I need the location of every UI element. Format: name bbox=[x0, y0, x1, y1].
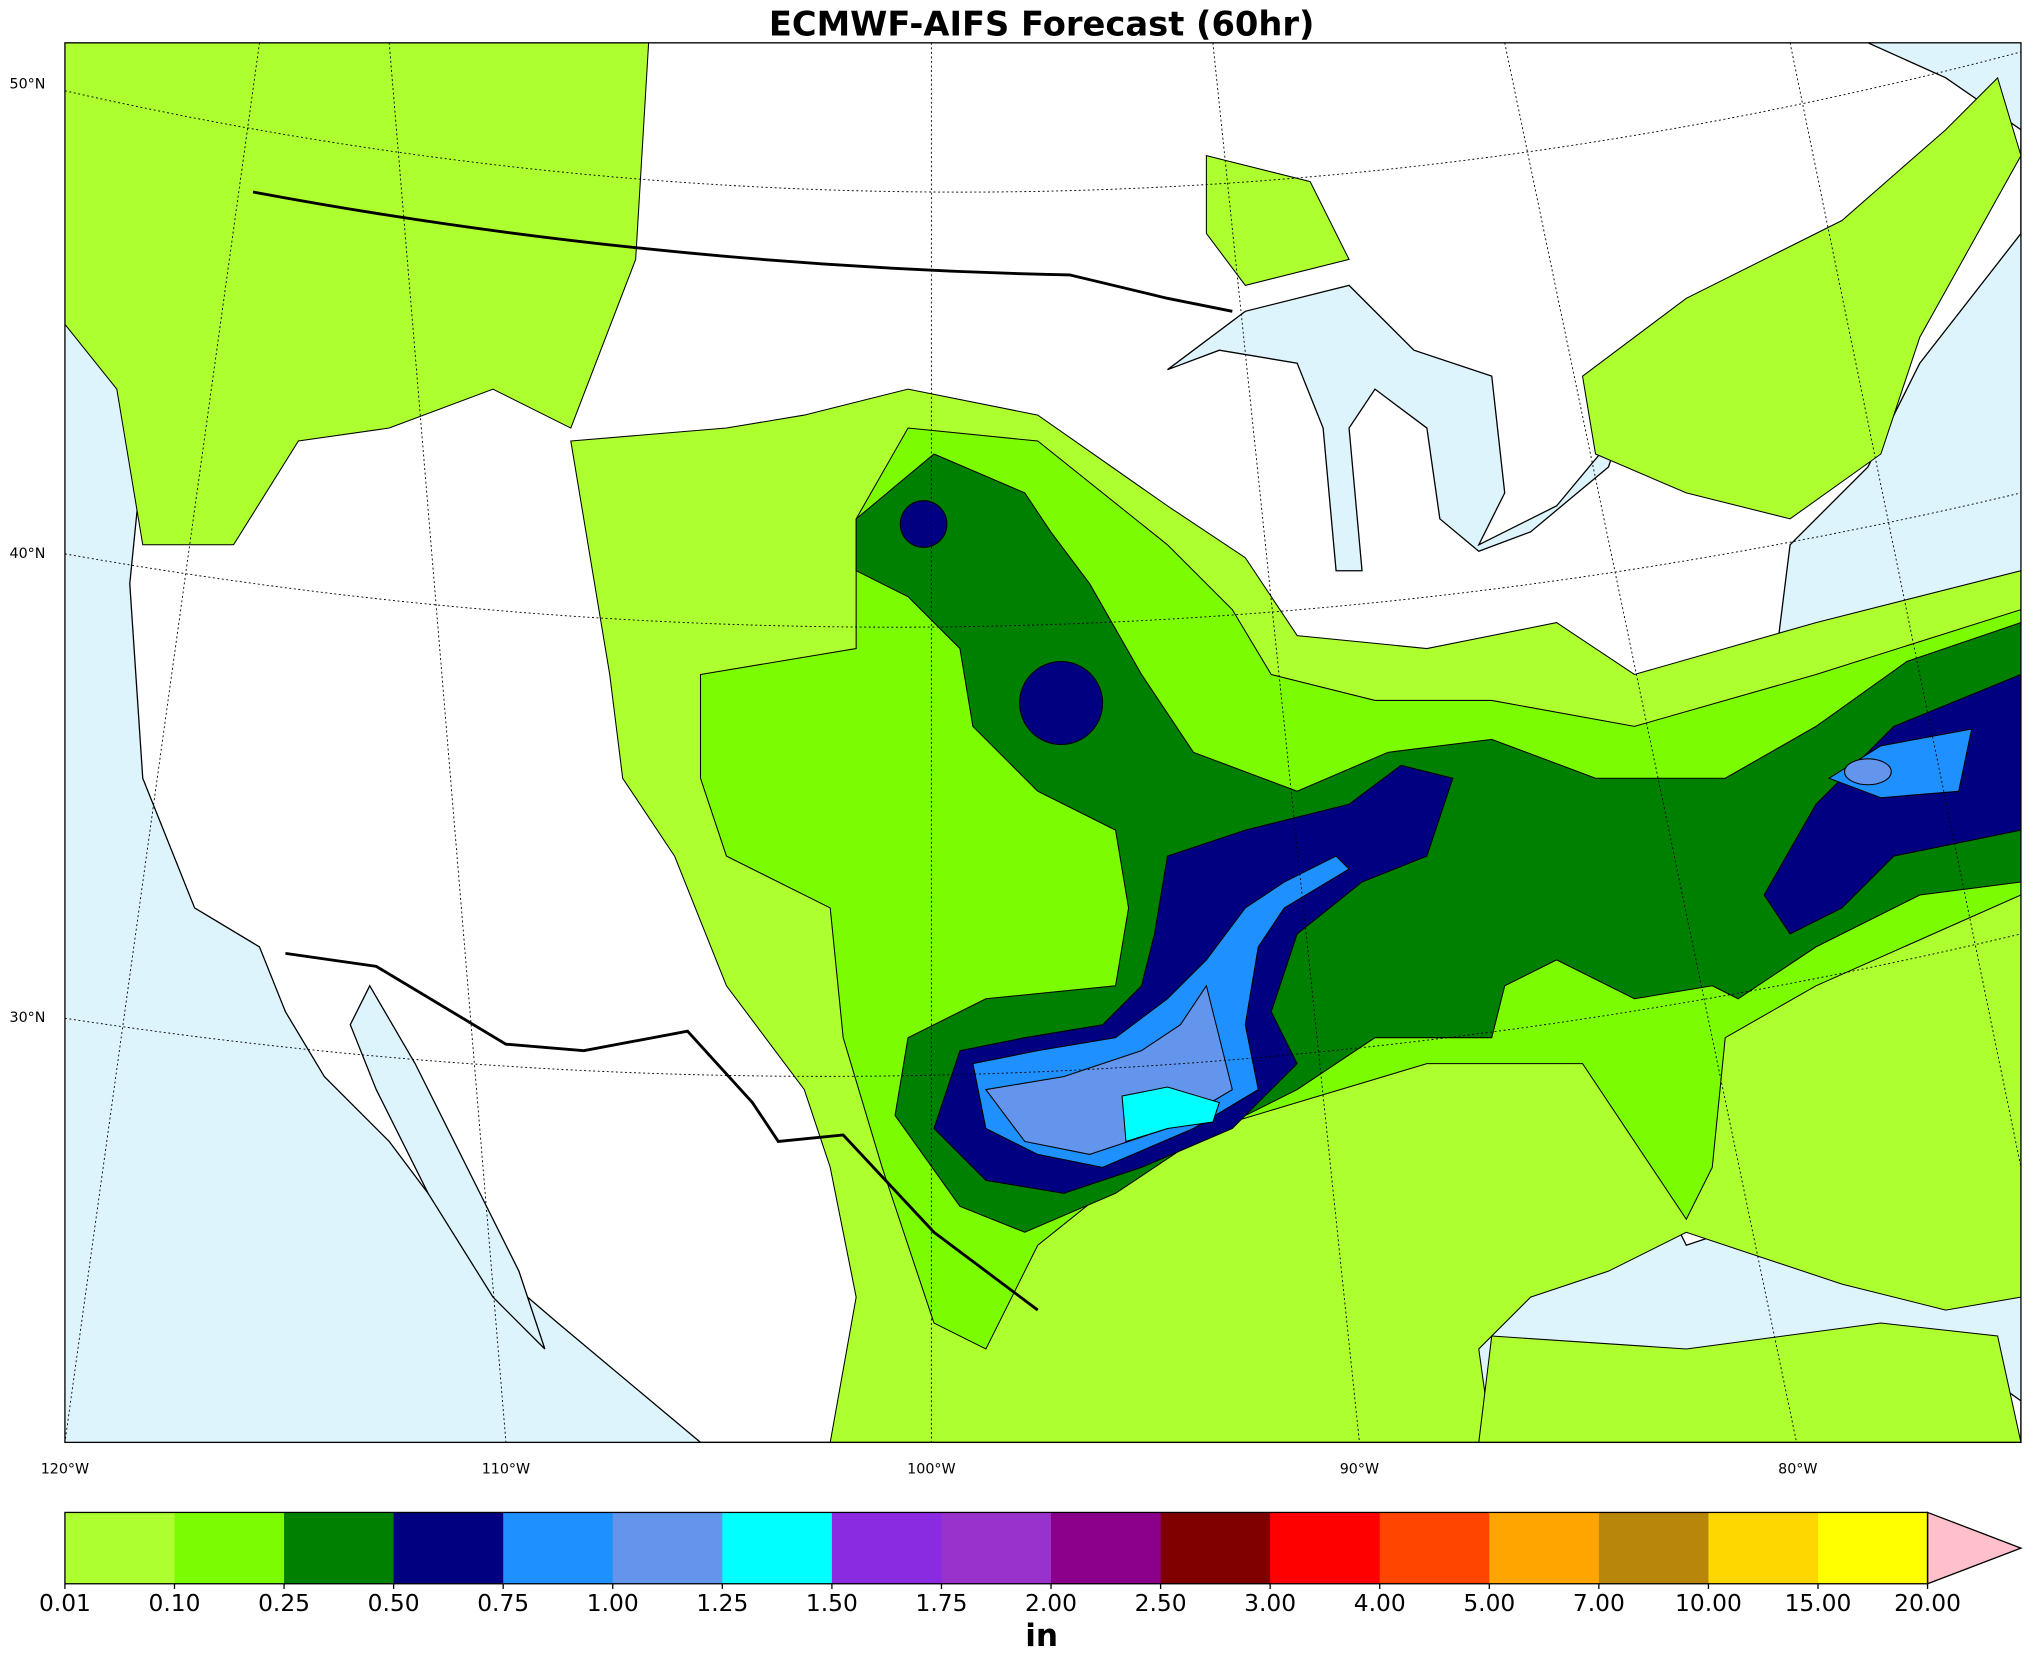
colorbar-segment bbox=[1051, 1512, 1162, 1584]
colorbar-segment bbox=[393, 1512, 504, 1584]
lat-label: 40°N bbox=[10, 546, 46, 562]
colorbar-tick-label: 3.00 bbox=[1244, 1589, 1296, 1617]
colorbar-tick-label: 1.75 bbox=[915, 1589, 967, 1617]
lon-label: 80°W bbox=[1778, 1462, 1817, 1478]
precip-area bbox=[1478, 1322, 2021, 1443]
precip-area bbox=[1844, 758, 1892, 786]
colorbar-tick-label: 2.00 bbox=[1025, 1589, 1077, 1617]
colorbar-segment bbox=[612, 1512, 723, 1584]
us-canada-border bbox=[252, 190, 1233, 313]
colorbar-segment bbox=[1708, 1512, 1819, 1584]
graticule bbox=[64, 51, 2021, 193]
colorbar-segment bbox=[831, 1512, 943, 1584]
colorbar-tick-label: 1.50 bbox=[806, 1589, 858, 1617]
colorbar: 0.01 0.10 0.25 0.50 0.75 1.00 1.25 1.50 1.75 2.00… bbox=[39, 1511, 2023, 1617]
title: ECMWF-AIFS Forecast (60hr) bbox=[769, 4, 1315, 43]
lat-label: 30°N bbox=[10, 1010, 46, 1026]
colorbar-tick-label: 10.00 bbox=[1675, 1589, 1742, 1617]
lon-label: 90°W bbox=[1340, 1462, 1379, 1478]
colorbar-segment bbox=[1817, 1512, 1929, 1584]
colorbar-segment bbox=[722, 1512, 833, 1584]
precip-area bbox=[1581, 76, 2021, 520]
colorbar-segment bbox=[174, 1512, 285, 1584]
precip-area bbox=[899, 500, 948, 548]
colorbar-unit: in bbox=[1025, 1618, 1058, 1654]
colorbar-frame bbox=[64, 1511, 1929, 1585]
great-lakes bbox=[1167, 284, 1623, 572]
gulf-of-california bbox=[349, 984, 546, 1350]
lon-label: 100°W bbox=[907, 1462, 955, 1478]
colorbar-segment bbox=[503, 1512, 614, 1584]
colorbar-tick-label: 0.50 bbox=[368, 1589, 420, 1617]
colorbar-tick-label: 0.75 bbox=[477, 1589, 529, 1617]
colorbar-segment bbox=[1270, 1512, 1381, 1584]
precip-area bbox=[1121, 1086, 1221, 1143]
colorbar-segment bbox=[64, 1512, 176, 1584]
colorbar-tick-label: 15.00 bbox=[1785, 1589, 1852, 1617]
graticule bbox=[1212, 42, 1360, 1443]
lat-label: 50°N bbox=[10, 76, 46, 92]
colorbar-tick-label: 7.00 bbox=[1573, 1589, 1625, 1617]
graticule bbox=[1789, 42, 2021, 1168]
colorbar-tick-label: 0.10 bbox=[149, 1589, 201, 1617]
colorbar-segment bbox=[1598, 1512, 1710, 1584]
colorbar-tick-label: 0.25 bbox=[258, 1589, 310, 1617]
colorbar-segment bbox=[1379, 1512, 1490, 1584]
colorbar-tick-label: 2.50 bbox=[1135, 1589, 1187, 1617]
colorbar-extend bbox=[1926, 1511, 2023, 1585]
us-mexico-border bbox=[285, 951, 1039, 1312]
colorbar-tick-label: 4.00 bbox=[1354, 1589, 1406, 1617]
lon-label: 110°W bbox=[482, 1462, 530, 1478]
colorbar-tick-label: 5.00 bbox=[1463, 1589, 1515, 1617]
map-frame bbox=[64, 42, 2022, 1444]
lat-labels: 50°N 40°N 30°N bbox=[10, 76, 46, 1026]
graticule bbox=[64, 42, 260, 1443]
map bbox=[64, 42, 2021, 1443]
colorbar-segment bbox=[284, 1512, 395, 1584]
colorbar-segment bbox=[1489, 1512, 1600, 1584]
colorbar-tick-label: 20.00 bbox=[1894, 1589, 1961, 1617]
precip-area bbox=[1205, 154, 1350, 286]
colorbar-segment bbox=[941, 1512, 1052, 1584]
lon-label: 120°W bbox=[41, 1462, 89, 1478]
colorbar-tick-label: 0.01 bbox=[39, 1589, 91, 1617]
precip-area bbox=[64, 42, 650, 546]
colorbar-segment bbox=[1160, 1512, 1271, 1584]
colorbar-tick-label: 1.25 bbox=[696, 1589, 748, 1617]
graticule bbox=[64, 492, 2021, 628]
precip-area bbox=[1019, 661, 1104, 746]
lon-labels: 120°W 110°W 100°W 90°W 80°W bbox=[41, 1462, 1818, 1478]
colorbar-tick-label: 1.00 bbox=[587, 1589, 639, 1617]
